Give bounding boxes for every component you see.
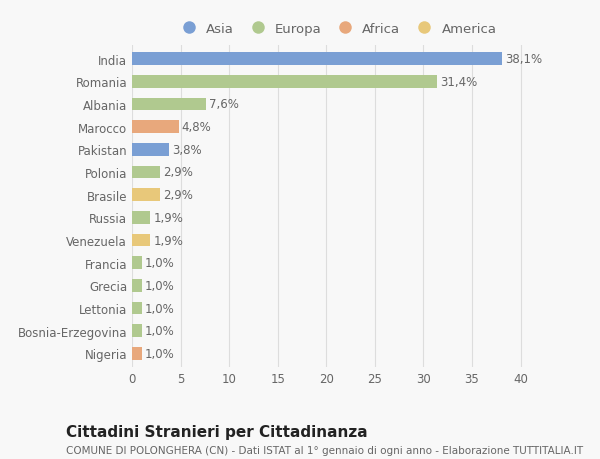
Text: 2,9%: 2,9%: [163, 189, 193, 202]
Legend: Asia, Europa, Africa, America: Asia, Europa, Africa, America: [173, 20, 499, 39]
Text: 1,9%: 1,9%: [154, 212, 183, 224]
Text: 3,8%: 3,8%: [172, 144, 202, 157]
Text: Cittadini Stranieri per Cittadinanza: Cittadini Stranieri per Cittadinanza: [66, 425, 368, 440]
Text: 1,0%: 1,0%: [145, 279, 175, 292]
Bar: [132, 234, 151, 246]
Bar: [132, 53, 502, 66]
Text: 1,0%: 1,0%: [145, 302, 175, 315]
Bar: [132, 144, 169, 156]
Text: 4,8%: 4,8%: [182, 121, 211, 134]
Text: 38,1%: 38,1%: [505, 53, 542, 66]
Bar: [132, 302, 142, 314]
Bar: [132, 76, 437, 88]
Bar: [132, 347, 142, 360]
Text: 1,0%: 1,0%: [145, 257, 175, 269]
Text: 31,4%: 31,4%: [440, 76, 477, 89]
Text: 1,9%: 1,9%: [154, 234, 183, 247]
Bar: [132, 325, 142, 337]
Bar: [132, 121, 179, 134]
Bar: [132, 212, 151, 224]
Text: 7,6%: 7,6%: [209, 98, 239, 111]
Bar: [132, 166, 160, 179]
Text: 1,0%: 1,0%: [145, 347, 175, 360]
Text: 2,9%: 2,9%: [163, 166, 193, 179]
Bar: [132, 280, 142, 292]
Bar: [132, 99, 206, 111]
Text: COMUNE DI POLONGHERA (CN) - Dati ISTAT al 1° gennaio di ogni anno - Elaborazione: COMUNE DI POLONGHERA (CN) - Dati ISTAT a…: [66, 445, 583, 455]
Text: 1,0%: 1,0%: [145, 325, 175, 337]
Bar: [132, 257, 142, 269]
Bar: [132, 189, 160, 202]
